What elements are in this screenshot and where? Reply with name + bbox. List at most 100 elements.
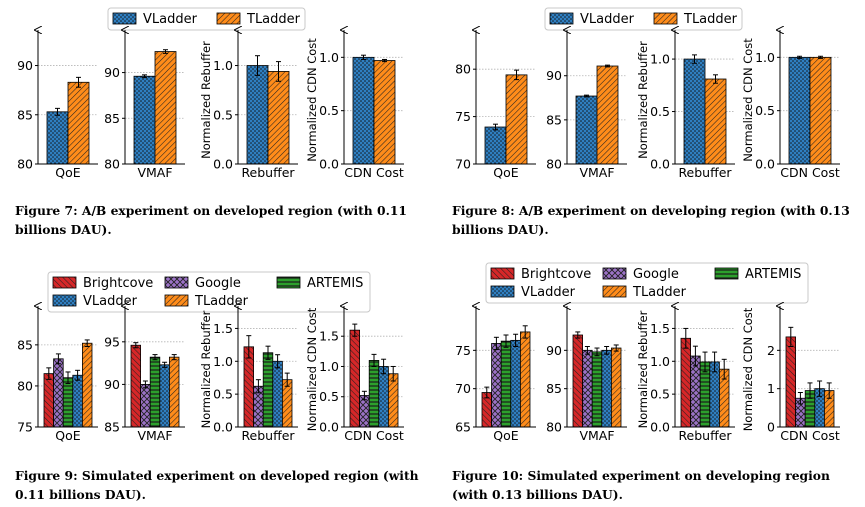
bar-google: [53, 358, 64, 428]
legend-label-tladder: TLadder: [194, 294, 249, 309]
error-bar-vladder: [712, 351, 718, 373]
y-tick-label: 85: [104, 111, 120, 126]
x-axis-label: VMAF: [579, 165, 614, 180]
bar-vladder: [46, 111, 69, 165]
y-tick-label: 0.0: [650, 420, 670, 435]
y-tick-label: 0.0: [319, 157, 339, 172]
bar-vladder: [378, 366, 389, 428]
error-bar-google: [142, 380, 148, 389]
bar-tladder: [611, 347, 622, 428]
error-bar-brightcove: [484, 386, 490, 399]
bar-vladder: [246, 65, 269, 165]
error-bar-tladder: [514, 69, 519, 81]
bar-artemis: [500, 340, 512, 428]
bar-artemis: [368, 360, 380, 428]
y-tick-label: 1.5: [319, 329, 339, 344]
x-axis-label: VMAF: [137, 165, 172, 180]
bar-vladder: [575, 95, 598, 165]
y-tick-label: 1.5: [213, 321, 233, 336]
error-bar-artemis: [503, 334, 509, 348]
y-tick-label: 1.0: [213, 58, 233, 73]
legend-label-tladder: TLadder: [246, 12, 301, 27]
error-bar-brightcove: [46, 367, 52, 380]
bar-tladder: [82, 342, 93, 428]
y-tick-label: 1: [767, 381, 775, 396]
error-bar-artemis: [594, 347, 600, 357]
bar-brightcove: [130, 344, 142, 428]
legend-label-vladder: VLadder: [143, 12, 198, 27]
x-axis-label: Rebuffer: [678, 428, 732, 443]
error-bar-vladder: [381, 358, 387, 375]
error-bar-vladder: [692, 54, 697, 64]
error-bar-vladder: [361, 54, 366, 60]
error-bar-brightcove: [352, 323, 358, 337]
error-bar-vladder: [817, 380, 823, 397]
y-tick-label: 85: [546, 381, 562, 396]
y-tick-label: 85: [17, 337, 33, 352]
x-axis-label: CDN Cost: [780, 428, 840, 443]
y-tick-label: 0.0: [755, 157, 775, 172]
y-tick-label: 0.0: [650, 157, 670, 172]
fig9-panel-qoe: 75 80 85 QoE: [17, 306, 98, 443]
error-bar-brightcove: [788, 326, 794, 347]
bar-google: [140, 384, 151, 428]
bar-vladder: [510, 339, 521, 428]
x-axis-label: Rebuffer: [678, 165, 732, 180]
legend-label-artemis: ARTEMIS: [745, 267, 801, 282]
bar-tladder: [67, 81, 90, 165]
bar-tladder: [154, 51, 177, 165]
bar-tladder: [520, 331, 531, 428]
error-bar-google: [55, 353, 61, 365]
y-tick-label: 70: [455, 157, 471, 172]
bar-brightcove: [680, 337, 692, 428]
legend-swatch-vladder: [112, 12, 137, 25]
legend-label-artemis: ARTEMIS: [307, 276, 363, 291]
error-bar-tladder: [171, 354, 177, 361]
error-bar-vladder: [55, 107, 60, 116]
y-axis-label: Normalized CDN Cost: [741, 307, 755, 431]
fig9-legend: Brightcove Google ARTEMIS VLadder TLadder: [47, 271, 371, 313]
y-tick-label: 1.0: [319, 50, 339, 65]
y-tick-label: 0: [767, 420, 775, 435]
fig7-panel-rebuffer: 0.0 0.5 1.0 Rebuffer Normalized Rebuffer: [199, 30, 298, 180]
bar-tladder: [168, 356, 180, 428]
y-axis-label: Normalized Rebuffer: [199, 41, 213, 159]
legend-label-brightcove: Brightcove: [521, 267, 591, 282]
error-bar-vladder: [584, 94, 589, 98]
error-bar-artemis: [807, 382, 813, 399]
fig7-panel-qoe: 80 85 90 QoE: [17, 30, 98, 180]
legend-label-vladder: VLadder: [521, 285, 576, 300]
bar-tladder: [809, 56, 832, 165]
y-axis-label: Normalized CDN Cost: [305, 38, 319, 162]
x-axis-label: Rebuffer: [241, 165, 295, 180]
error-bar-tladder: [76, 76, 81, 88]
error-bar-brightcove: [246, 335, 252, 359]
bar-artemis: [591, 351, 603, 428]
y-tick-label: 80: [104, 157, 120, 172]
y-tick-label: 0.0: [213, 420, 233, 435]
bar-tladder: [281, 379, 293, 428]
y-axis-label: Normalized CDN Cost: [305, 307, 319, 431]
y-tick-label: 1.5: [650, 321, 670, 336]
x-axis-label: QoE: [55, 165, 80, 180]
fig10-panels: 65 70 75 QoE 80 85 90 VMAF 0.0 0.5 1.0 1.5 Rebuffer N…: [455, 306, 840, 443]
error-bar-vladder: [513, 333, 519, 347]
legend-label-tladder: TLadder: [683, 12, 738, 27]
bar-artemis: [149, 356, 161, 428]
y-tick-label: 1.0: [319, 359, 339, 374]
fig7-panel-cdn-cost: 0.0 0.5 1.0 CDN Cost Normalized CDN Cost: [305, 30, 404, 180]
y-tick-label: 80: [17, 378, 33, 393]
x-axis-label: CDN Cost: [344, 428, 404, 443]
error-bar-google: [584, 346, 590, 355]
y-tick-label: 0.5: [213, 387, 233, 402]
fig8-legend: VLadder TLadder: [544, 7, 743, 31]
error-bar-google: [692, 345, 698, 367]
legend-frame: [107, 7, 306, 31]
legend-swatch-artemis: [276, 276, 301, 289]
error-bar-tladder: [721, 358, 727, 380]
bar-brightcove: [349, 329, 361, 428]
error-bar-vladder: [162, 361, 168, 368]
y-axis-label: Normalized Rebuffer: [199, 310, 213, 428]
legend-label-google: Google: [195, 276, 241, 291]
